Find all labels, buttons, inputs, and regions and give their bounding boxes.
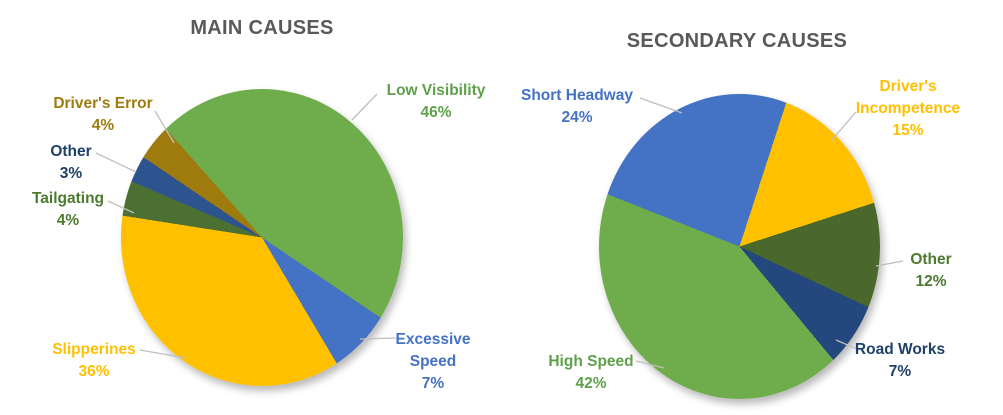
slice-label-text: Low Visibility [386, 82, 486, 99]
slice-label-text: Other [50, 143, 92, 160]
slice-label-drivers-error: Driver's Error 4% [43, 93, 163, 137]
slice-label-other-main: Other 3% [31, 141, 111, 185]
slice-label-short-headway: Short Headway 24% [505, 85, 649, 129]
slice-label-pct: 4% [56, 212, 80, 229]
slice-label-text: Road Works [854, 341, 946, 358]
slice-label-pct: 12% [915, 273, 947, 290]
slice-label-text: Excessive Speed [395, 331, 471, 370]
pie-main-causes [121, 89, 403, 386]
slice-label-text: Driver's Error [53, 95, 153, 112]
slice-label-pct: 46% [420, 104, 452, 121]
slice-label-slipperines: Slipperines 36% [34, 339, 154, 383]
slice-label-tailgating: Tailgating 4% [13, 188, 123, 232]
chart-title-secondary-causes: SECONDARY CAUSES [626, 30, 848, 52]
slice-label-low-visibility: Low Visibility 46% [366, 80, 506, 124]
slice-label-excessive-speed: Excessive Speed 7% [393, 329, 473, 395]
slice-label-pct: 7% [888, 363, 912, 380]
slice-label-high-speed: High Speed 42% [536, 351, 646, 395]
slice-label-pct: 42% [575, 375, 607, 392]
slice-label-text: Tailgating [31, 190, 105, 207]
slice-label-pct: 3% [59, 165, 83, 182]
slice-label-pct: 15% [892, 122, 924, 139]
slice-label-pct: 4% [91, 117, 115, 134]
slice-label-pct: 36% [78, 363, 110, 380]
pie-secondary-causes [599, 94, 880, 399]
slice-label-drivers-incompetence: Driver's Incompetence 15% [845, 76, 971, 142]
slice-label-text: High Speed [548, 353, 634, 370]
slice-label-road-works: Road Works 7% [845, 339, 955, 383]
slice-label-pct: 24% [561, 109, 593, 126]
slice-label-text: Slipperines [52, 341, 136, 358]
slice-label-other-secondary: Other 12% [891, 249, 971, 293]
chart-title-main-causes: MAIN CAUSES [190, 17, 334, 39]
slice-label-pct: 7% [421, 375, 445, 392]
slice-label-text: Driver's Incompetence [855, 78, 961, 117]
slice-label-text: Other [910, 251, 952, 268]
slice-label-text: Short Headway [521, 87, 633, 104]
